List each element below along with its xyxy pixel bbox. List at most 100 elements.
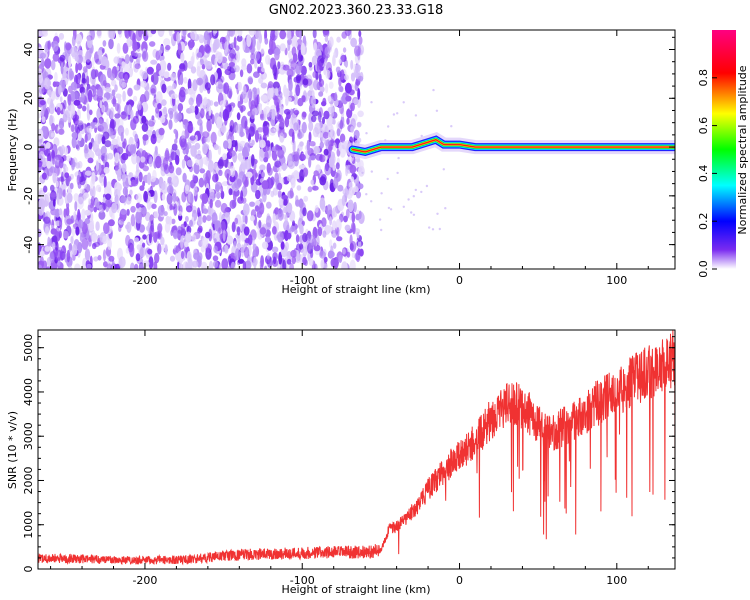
noise-blob [323,256,328,263]
noise-blob [62,111,70,121]
noise-blob [79,233,84,243]
noise-blob [66,155,72,162]
noise-blob [228,71,236,81]
noise-blob [331,229,338,238]
noise-blob [284,230,289,242]
noise-dot [450,125,453,128]
noise-blob [308,121,314,132]
noise-blob [291,46,297,57]
noise-blob [126,37,133,48]
noise-blob [54,71,58,83]
noise-blob [196,77,204,86]
noise-blob [147,248,153,255]
noise-blob [336,36,341,43]
noise-blob [339,103,344,115]
noise-blob [199,156,204,170]
noise-blob [160,236,165,246]
noise-blob [229,174,236,183]
noise-blob [356,231,360,239]
noise-blob [134,133,139,143]
noise-blob [356,121,362,128]
noise-blob [136,52,142,58]
noise-blob [313,146,320,154]
noise-blob [354,45,361,57]
noise-blob [313,170,319,177]
noise-blob [237,81,242,92]
colorbar-tick-label: 0.8 [697,69,710,87]
noise-blob [142,242,146,248]
noise-blob [170,171,176,180]
noise-blob [150,175,156,183]
snr-y-tick-label: 0 [22,566,35,573]
spectrogram-y-ticks: -40 -20 0 20 40 [22,36,675,270]
noise-blob [86,36,91,44]
noise-blob [290,225,296,232]
noise-blob [260,255,264,268]
noise-blob [150,59,158,65]
noise-blob [200,261,208,269]
noise-blob [128,100,135,106]
noise-blob [84,248,91,261]
noise-blob [196,52,203,58]
noise-blob [322,131,329,139]
noise-blob [284,214,288,226]
noise-blob [183,76,188,84]
noise-blob [173,128,177,134]
colorbar: 0.0 0.2 0.4 0.6 0.8 Normalized spectral ampl… [697,30,749,278]
noise-blob [267,81,274,89]
noise-blob [127,104,132,116]
noise-blob [118,71,125,79]
noise-blob [129,244,135,258]
noise-blob [328,144,332,152]
noise-blob [313,79,319,91]
noise-blob [222,109,230,122]
noise-blob [86,103,90,114]
noise-blob [163,38,171,47]
noise-blob [46,160,52,169]
colorbar-ticks: 0.0 0.2 0.4 0.6 0.8 [697,69,717,278]
noise-blob [105,198,113,208]
noise-blob [275,98,280,106]
noise-blob [243,246,250,259]
noise-blob [179,62,186,72]
noise-blob [222,153,228,161]
noise-blob [168,30,173,37]
noise-blob [338,77,342,87]
spectrogram-y-tick-label: 40 [22,43,35,57]
noise-blob [135,202,140,209]
noise-blob [274,160,282,168]
noise-blob [264,37,269,45]
noise-blob [233,36,237,49]
noise-blob [332,55,336,67]
noise-blob [138,171,143,183]
noise-blob [102,202,107,210]
noise-blob [272,213,276,225]
noise-blob [229,48,236,59]
noise-blob [269,87,274,99]
noise-blob [261,180,269,190]
noise-blob [279,30,287,40]
noise-blob [181,191,187,203]
noise-blob [290,178,296,189]
noise-blob [289,210,296,222]
noise-blob [134,263,139,269]
noise-blob [117,102,121,116]
noise-blob [51,241,56,250]
noise-blob [138,262,145,269]
noise-blob [338,254,343,263]
noise-blob [219,233,223,240]
noise-blob [89,151,95,160]
noise-blob [336,128,341,137]
noise-blob [195,158,201,166]
noise-blob [163,164,170,175]
noise-blob [189,219,193,227]
noise-blob [278,251,283,265]
noise-blob [55,157,60,166]
noise-blob [241,37,246,51]
noise-blob [56,192,60,205]
noise-blob [263,107,268,114]
noise-blob [349,241,357,252]
noise-blob [261,67,265,73]
noise-blob [51,235,58,243]
spectrogram-y-tick-label: -40 [22,236,35,254]
